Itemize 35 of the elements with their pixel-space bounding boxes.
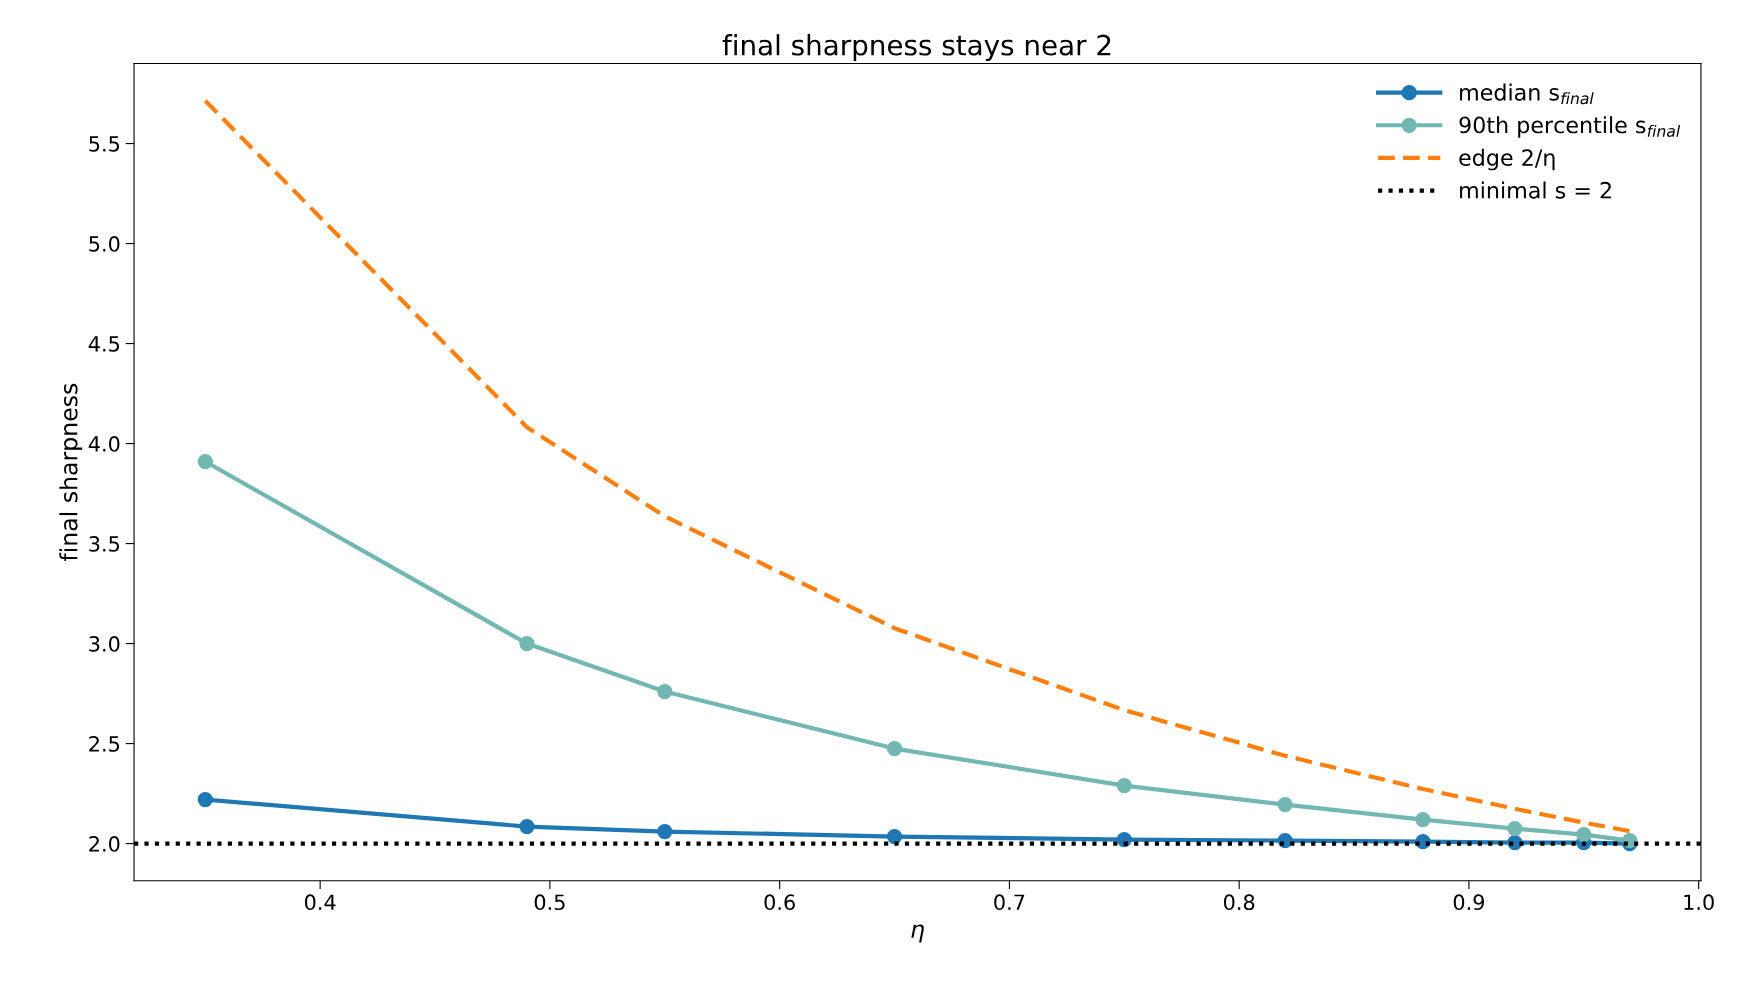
y-tick-label: 3.5 xyxy=(89,536,120,552)
point xyxy=(197,791,213,808)
point xyxy=(657,823,673,840)
point xyxy=(519,635,535,652)
legend-label: minimal s = 2 xyxy=(1460,181,1611,199)
y-tick-label: 5.0 xyxy=(89,236,120,252)
y-tick-label: 2.0 xyxy=(89,836,120,852)
point xyxy=(657,683,673,700)
legend-label: 90th percentile s$_{final}$ xyxy=(1459,116,1681,138)
x-tick-label: 0.7 xyxy=(994,894,1025,911)
legend-label: median s$_{final}$ xyxy=(1460,83,1594,105)
y-tick-label: 4.5 xyxy=(88,336,120,352)
y-tick-label: 2.5 xyxy=(89,736,120,752)
x-tick-label: 1.0 xyxy=(1684,894,1714,911)
x-tick-label: 0.5 xyxy=(534,894,565,911)
y-tick-label: 3.0 xyxy=(89,636,120,652)
point xyxy=(1116,777,1132,794)
point xyxy=(1415,811,1431,828)
x-axis-title: η xyxy=(911,924,924,943)
x-tick-label: 0.8 xyxy=(1223,894,1255,911)
x-tick-label: 0.9 xyxy=(1453,894,1485,911)
point xyxy=(197,453,213,470)
chart-title: final sharpness stays near 2 xyxy=(722,34,1111,61)
legend-label: edge 2/η xyxy=(1459,148,1555,171)
point xyxy=(1277,796,1293,813)
point xyxy=(1507,820,1523,837)
y-tick-label: 4.0 xyxy=(88,436,120,452)
point xyxy=(886,828,903,845)
y-axis-title: final sharpness xyxy=(59,383,83,562)
y-tick-label: 5.5 xyxy=(89,136,120,152)
point xyxy=(886,740,903,757)
point xyxy=(519,818,535,835)
x-tick-label: 0.6 xyxy=(764,894,795,911)
point xyxy=(1576,826,1592,843)
x-tick-label: 0.4 xyxy=(304,894,336,911)
